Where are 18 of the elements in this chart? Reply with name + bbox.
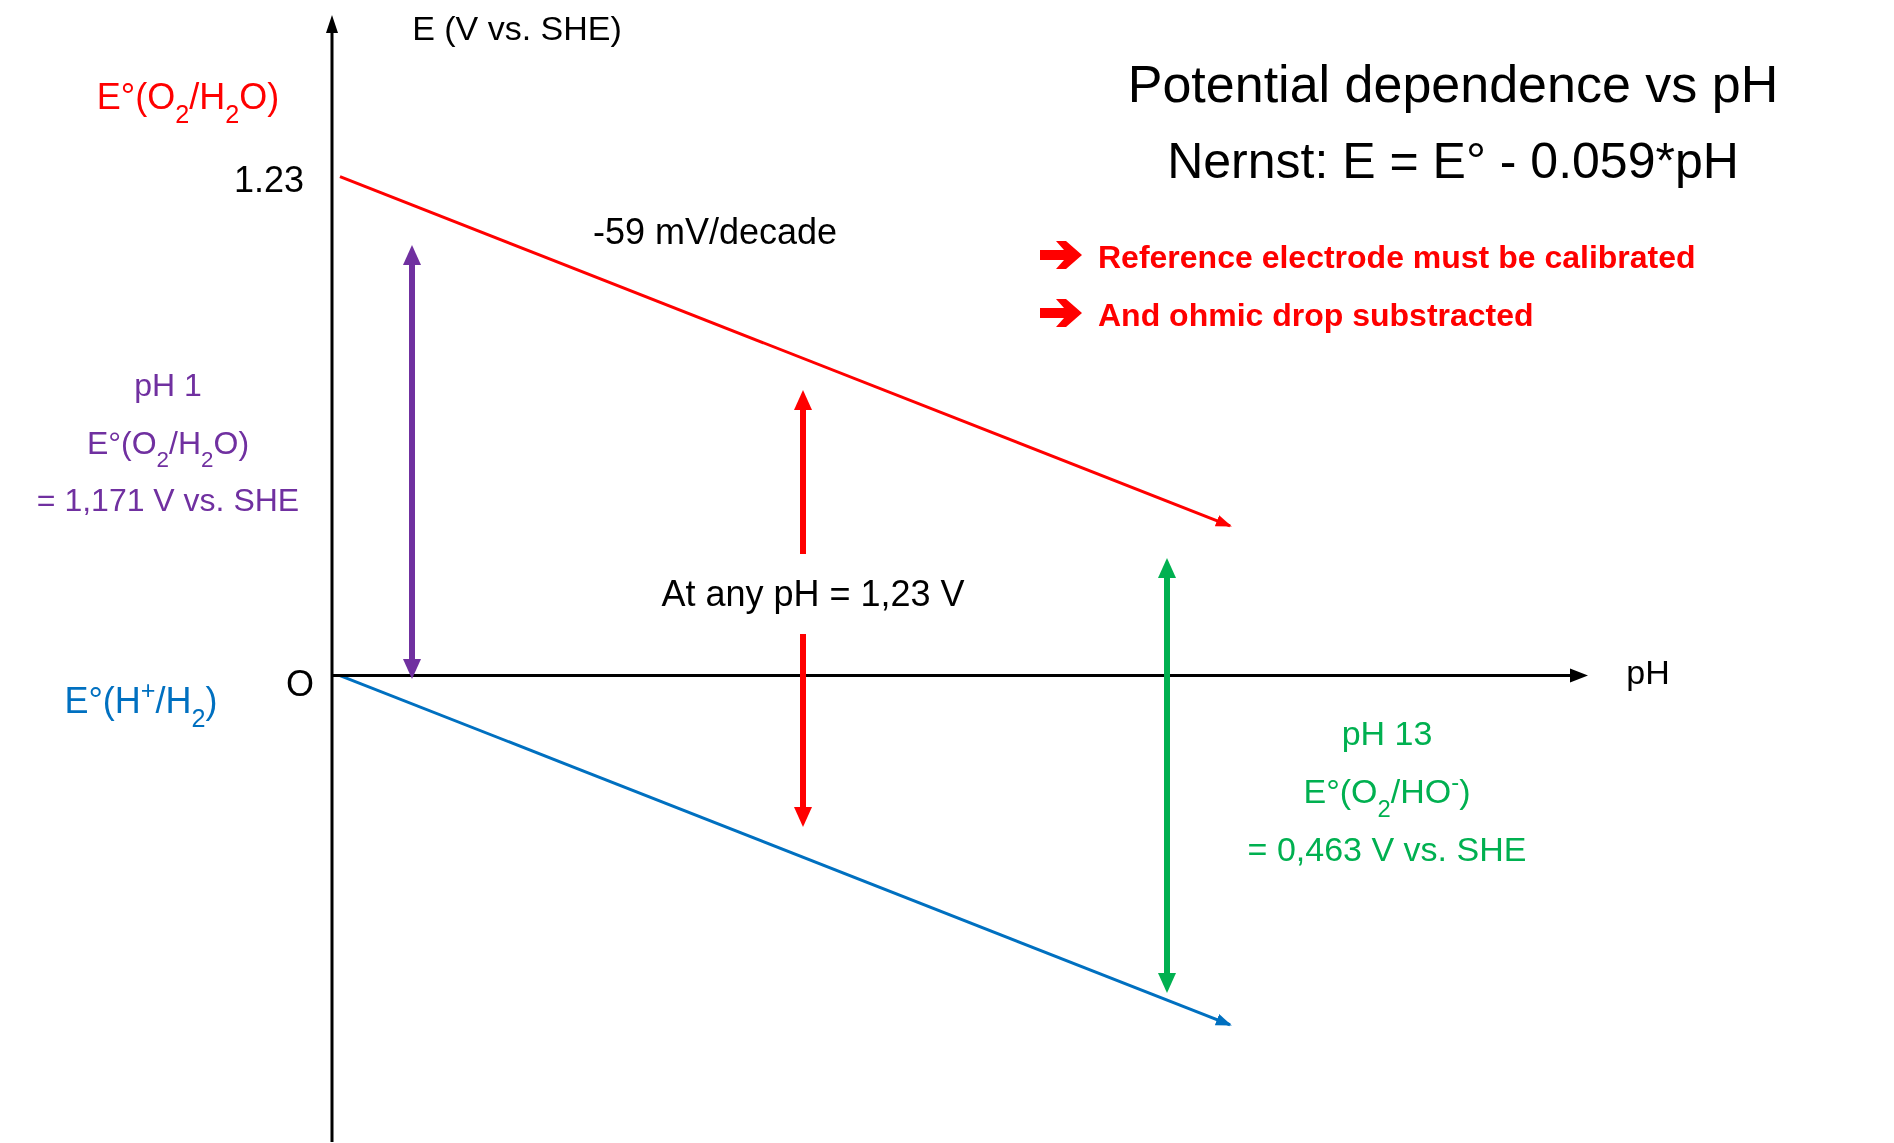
text: E°(H$^{+}$/H$_{2}$) [64,676,218,732]
text: = 1,171 V vs. SHE [36,482,300,518]
annotation: = 0,463 V vs. SHE [1247,830,1527,868]
annotation: And ohmic drop substracted [1098,297,1534,333]
text: E°(O$_{2}$/H$_{2}$O) [96,76,280,128]
x-axis-title: pH [1626,653,1670,691]
annotation: -59 mV/decade [592,211,838,252]
text: pH 1 [134,367,202,403]
annotation: At any pH = 1,23 V [661,573,965,614]
chart-title: Potential dependence vs pH [1127,55,1779,113]
text: O [285,663,314,704]
text: 1.23 [233,159,304,200]
annotation: Reference electrode must be calibrated [1098,239,1696,275]
text: E°(O$_{2}$/H$_{2}$O) [86,425,250,472]
y-axis-title: E (V vs. SHE) [412,9,622,47]
annotation: E°(O$_{2}$/HO$^{-}$) [1303,767,1471,822]
annotation: pH 13 [1341,714,1433,752]
chart-subtitle: Nernst: E = E° - 0.059*pH [1167,133,1739,189]
